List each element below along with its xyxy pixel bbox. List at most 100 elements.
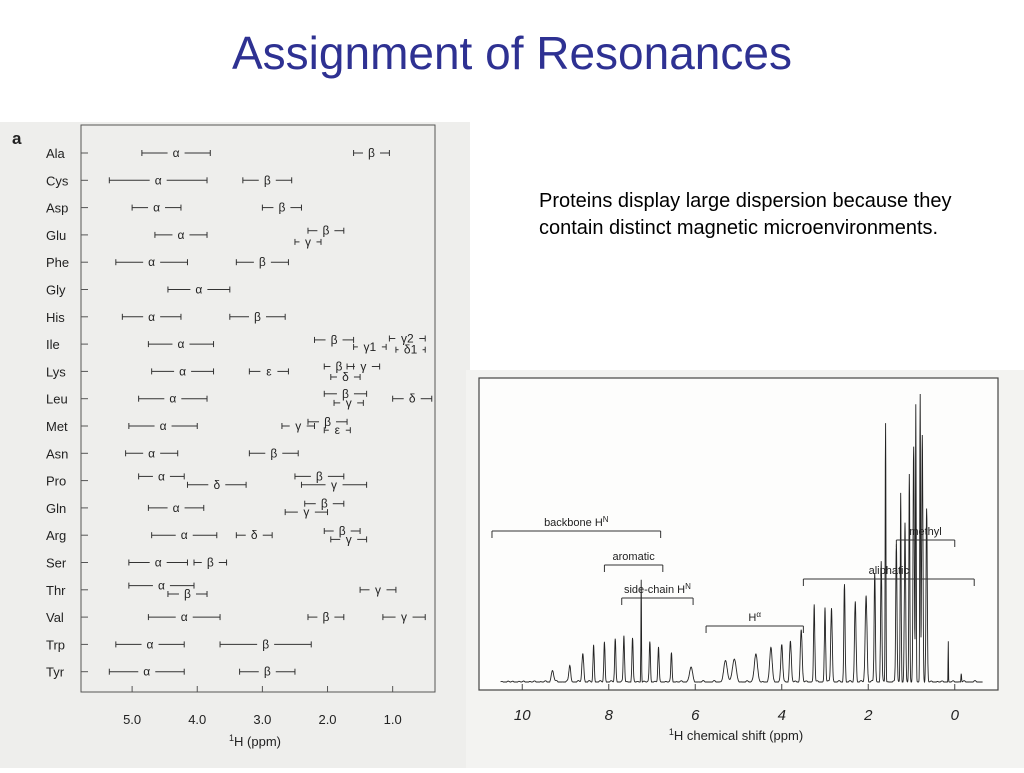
residue-label: Asp xyxy=(46,201,68,216)
x-tick-label: 1.0 xyxy=(384,712,402,727)
x-tick-label: 2.0 xyxy=(318,712,336,727)
region-annotation: Hα xyxy=(705,610,804,633)
x-tick-label: 4.0 xyxy=(188,712,206,727)
shift-range: γ xyxy=(333,396,364,410)
shift-range: β xyxy=(229,310,286,324)
shift-range: δ xyxy=(330,370,361,384)
range-label: α xyxy=(195,283,202,297)
range-label: β xyxy=(264,173,271,187)
range-label: β xyxy=(316,469,323,483)
slide-note: Proteins display large dispersion becaus… xyxy=(539,190,952,239)
shift-range: β xyxy=(323,387,368,401)
range-label: α xyxy=(179,364,186,378)
region-label: methyl xyxy=(909,526,941,538)
residue-label: Phe xyxy=(46,255,69,270)
range-label: β xyxy=(342,387,349,401)
shift-range: β xyxy=(313,333,355,347)
shift-range: α xyxy=(147,610,221,624)
region-label-text: aliphatic xyxy=(869,565,910,577)
region-annotation: side-chain HN xyxy=(621,582,694,605)
range-label: α xyxy=(148,255,155,269)
shift-range: β xyxy=(235,255,289,269)
range-label: β xyxy=(331,333,338,347)
range-label: β xyxy=(259,255,266,269)
shift-range: α xyxy=(147,337,215,351)
range-label: β xyxy=(324,415,331,429)
residue-label: Arg xyxy=(46,528,66,543)
residue-label: Trp xyxy=(46,637,65,652)
shift-range: β xyxy=(261,201,302,215)
shift-range: β xyxy=(353,146,390,160)
shift-range: α xyxy=(128,556,188,570)
range-label: γ xyxy=(346,532,352,546)
range-label: α xyxy=(177,337,184,351)
shift-range: ε xyxy=(248,364,289,378)
residue-label: Cys xyxy=(46,173,69,188)
shift-range: α xyxy=(138,469,185,483)
residue-label: Val xyxy=(46,610,64,625)
range-label: α xyxy=(153,201,160,215)
range-label: δ1 xyxy=(404,343,418,357)
region-annotation: aliphatic xyxy=(802,565,975,586)
shift-range: δ xyxy=(392,392,433,406)
region-label-sup: N xyxy=(603,515,609,524)
range-label: β xyxy=(270,446,277,460)
x-tick-label: 10 xyxy=(514,707,531,724)
shift-range: δ xyxy=(186,478,247,492)
shift-range: ε xyxy=(323,423,351,437)
x-tick-label: 4 xyxy=(778,707,786,724)
range-label: α xyxy=(160,419,167,433)
shift-range: α xyxy=(115,637,185,651)
residue-label: Gly xyxy=(46,283,66,298)
chart-a-frame xyxy=(80,124,436,693)
shift-range: β xyxy=(323,524,361,538)
range-label: γ xyxy=(360,360,366,374)
range-label: α xyxy=(158,469,165,483)
residue-label: Asn xyxy=(46,446,68,461)
shift-range: α xyxy=(151,364,215,378)
residue-shift-chart-panel: a 5.0 4.0 3.0 2.0 1.0 1H (ppm) Ala α β Cys α β Asp α β G… xyxy=(0,122,470,768)
x-axis-label-text: H chemical shift (ppm) xyxy=(674,728,803,743)
range-label: δ xyxy=(251,528,258,542)
shift-range: β xyxy=(294,469,345,483)
residue-label: Glu xyxy=(46,228,66,243)
region-label-text: H xyxy=(748,612,756,624)
shift-range: β xyxy=(248,446,299,460)
shift-range: α xyxy=(154,228,208,242)
x-tick-label: 6 xyxy=(691,707,700,724)
region-label: side-chain HN xyxy=(624,582,691,597)
shift-range: α xyxy=(115,255,188,269)
region-label-text: aromatic xyxy=(613,551,656,563)
range-label: α xyxy=(181,610,188,624)
range-label: α xyxy=(181,528,188,542)
range-label: β xyxy=(321,497,328,511)
region-label-text: side-chain H xyxy=(624,584,685,596)
x-axis-label: 1H chemical shift (ppm) xyxy=(669,727,803,743)
shift-range: α xyxy=(128,419,198,433)
x-tick-label: 2 xyxy=(863,707,873,724)
shift-range: δ xyxy=(235,528,273,542)
shift-range: β xyxy=(307,610,345,624)
region-annotation: backbone HN xyxy=(491,515,662,538)
shift-range: γ xyxy=(300,478,368,492)
shift-range: β xyxy=(239,665,296,679)
shift-range: γ2 xyxy=(388,332,426,346)
shift-range: γ xyxy=(281,419,315,433)
range-label: δ xyxy=(342,370,349,384)
shift-range: γ1 xyxy=(353,340,387,354)
region-label: aromatic xyxy=(613,551,656,563)
range-label: α xyxy=(158,579,165,593)
shift-range: α xyxy=(108,665,185,679)
range-label: α xyxy=(143,665,150,679)
range-label: γ1 xyxy=(364,340,377,354)
residue-label: Met xyxy=(46,419,68,434)
region-label-text: methyl xyxy=(909,526,941,538)
x-axis-label-sup: 1 xyxy=(229,733,234,743)
range-label: β xyxy=(278,201,285,215)
region-annotation: methyl xyxy=(895,526,956,547)
shift-range: γ xyxy=(359,583,397,597)
range-label: γ xyxy=(331,478,337,492)
shift-range: γ xyxy=(382,610,426,624)
residue-label: Thr xyxy=(46,583,66,598)
